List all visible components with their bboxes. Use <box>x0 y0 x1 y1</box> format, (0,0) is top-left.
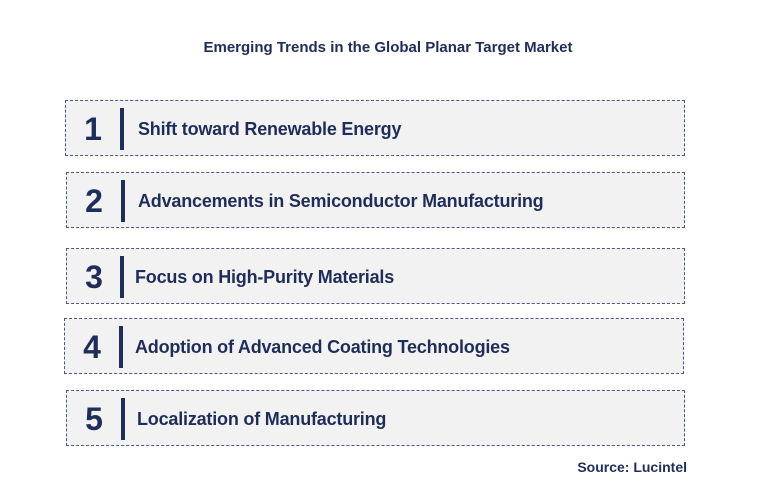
trend-item-4: 4 Adoption of Advanced Coating Technolog… <box>64 318 684 374</box>
trend-divider <box>121 180 125 222</box>
trend-divider <box>120 108 124 150</box>
trend-item-1: 1 Shift toward Renewable Energy <box>65 100 685 156</box>
trend-number: 3 <box>85 259 103 295</box>
trend-number: 5 <box>85 401 103 437</box>
trend-divider <box>121 398 125 440</box>
diagram-title: Emerging Trends in the Global Planar Tar… <box>203 39 573 56</box>
trend-label: Localization of Manufacturing <box>137 409 387 429</box>
trend-number: 2 <box>85 183 103 219</box>
trend-label: Adoption of Advanced Coating Technologie… <box>135 337 510 357</box>
trend-number: 4 <box>83 329 101 365</box>
trend-divider <box>120 256 124 298</box>
trend-label: Shift toward Renewable Energy <box>138 119 402 139</box>
source-note: Source: Lucintel <box>577 459 687 475</box>
trend-label: Advancements in Semiconductor Manufactur… <box>138 191 544 211</box>
trend-item-3: 3 Focus on High-Purity Materials <box>66 248 685 304</box>
trend-item-2: 2 Advancements in Semiconductor Manufact… <box>66 172 685 228</box>
trend-number: 1 <box>84 111 102 147</box>
trend-divider <box>119 326 123 368</box>
trend-item-5: 5 Localization of Manufacturing <box>66 390 685 446</box>
trend-label: Focus on High-Purity Materials <box>135 267 395 287</box>
